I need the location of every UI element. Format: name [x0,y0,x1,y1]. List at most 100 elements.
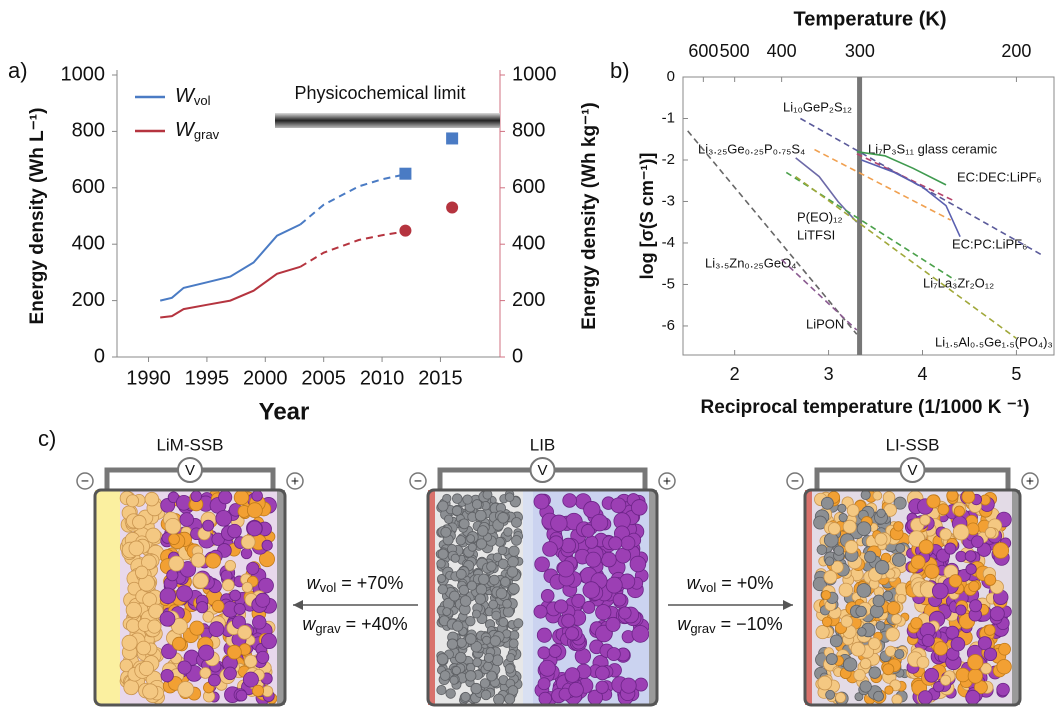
particle [199,667,212,679]
particle [924,563,940,579]
particle [474,593,486,605]
current-collector [277,490,285,705]
variable: w [307,573,321,593]
x2-tick-label: 200 [1001,41,1031,61]
particle [439,670,451,681]
particle [964,550,977,562]
particle [125,601,142,619]
particle [550,514,568,533]
particle [503,527,513,537]
particle [506,566,519,578]
particle [190,490,202,503]
current-collector [649,490,657,705]
particle [882,491,896,504]
particle [478,573,490,585]
particle [474,509,487,522]
particle [465,616,476,627]
legend-label: Wvol [175,85,211,108]
particle [449,590,460,602]
particle [488,599,499,610]
particle [838,513,848,523]
particle [842,519,857,534]
particle [465,670,477,682]
particle [891,694,903,706]
series-label: Li₃.₅Zn₀.₂₅GeO₄ [705,255,796,270]
particle [455,535,466,546]
terminal-label: − [791,473,799,489]
particle [534,556,550,573]
series-label: P(EO)₁₂ [797,209,843,224]
particle [571,593,586,608]
particle [950,636,966,652]
terminal-label: − [414,473,422,489]
particle [511,517,522,528]
x-tick-label: 1995 [185,367,230,389]
terminal [76,472,94,490]
x-tick-label: 5 [1011,364,1021,384]
particle [256,650,270,664]
y2-tick-label: 0 [512,345,523,367]
particle [215,510,232,527]
particle [258,577,274,594]
y2-tick-label: 600 [512,176,545,198]
particle [873,690,884,702]
particle [843,657,858,672]
particle [581,524,595,538]
particle [508,583,520,595]
particle [874,532,888,546]
particle [440,526,452,538]
particle [813,515,828,530]
x-tick-label: 1990 [126,367,171,389]
current-collector [428,490,435,705]
particle [202,519,215,532]
particle [838,582,854,598]
particle [533,604,548,619]
particle [601,551,617,568]
particle [568,682,584,698]
cell-label: LI-SSB [886,435,940,454]
particle [159,587,177,605]
particle [437,500,449,512]
series-label: LiPON [806,316,844,331]
series-line [159,223,301,302]
panel-label: c) [38,426,56,451]
particle [233,602,246,615]
particle [854,692,864,702]
x-tick-label: 2010 [360,367,405,389]
y-tick-label: 200 [72,289,105,311]
y2-axis-label: Energy density (Wh kg⁻¹) [579,102,600,330]
legend-name: W [175,119,196,141]
x-axis-label: Year [259,398,310,425]
particle [138,660,154,676]
particle [816,544,828,555]
particle [205,552,221,569]
particle [855,605,867,617]
particle [261,633,277,650]
y-tick-label: -6 [662,317,675,334]
particle [864,550,877,563]
meter [177,457,203,483]
particle [931,582,949,600]
particle [486,561,497,572]
particle [823,532,839,548]
terminal-label: − [81,473,89,489]
particle [135,565,149,580]
particle [856,521,872,536]
particle [605,576,623,594]
meter-label: V [185,462,195,479]
terminal [786,472,804,490]
data-point [446,201,459,214]
particle [465,633,477,645]
particle [998,642,1011,656]
x-axis-label: Reciprocal temperature (1/1000 K ⁻¹) [701,397,1030,418]
value: = −10% [716,614,783,634]
particle [168,533,180,545]
terminal-label: + [1026,473,1034,489]
particle [504,492,515,502]
particle [968,580,980,592]
particle [872,490,883,501]
particle [455,568,467,580]
variable: w [677,614,691,634]
particle [965,689,981,705]
series-label: Li₁.₅Al₀.₅Ge₁.₅(PO₄)₃ [935,334,1053,349]
